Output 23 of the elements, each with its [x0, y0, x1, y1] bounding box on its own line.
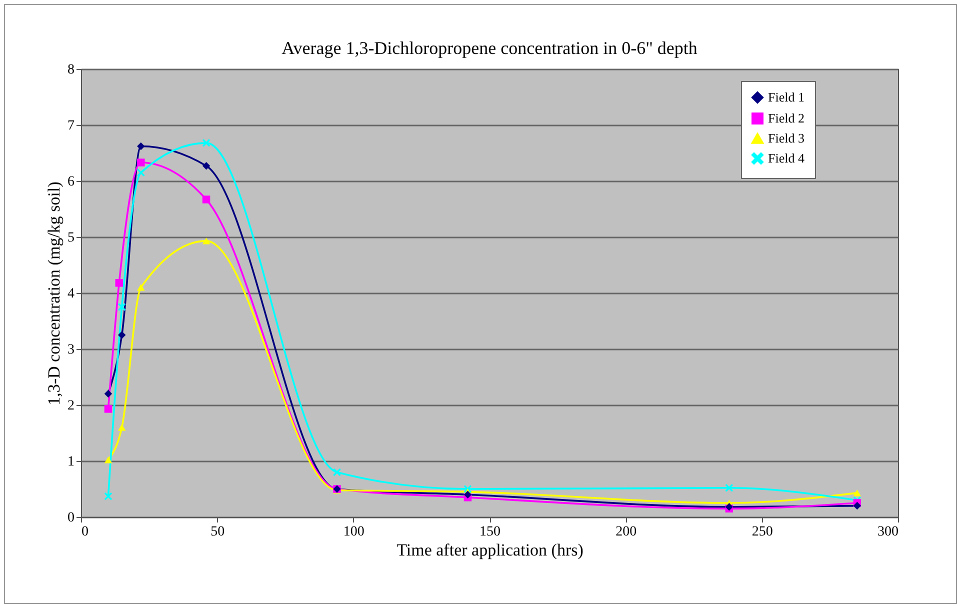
x-tick-label: 250	[752, 524, 773, 540]
y-tick-label: 7	[68, 118, 74, 134]
y-tick-label: 1	[68, 454, 74, 470]
legend-label: Field 4	[768, 150, 805, 166]
chart-title: Average 1,3-Dichloropropene concentration in 0-6" depth	[282, 38, 698, 58]
y-tick-label: 4	[68, 286, 74, 302]
x-tick-label: 50	[210, 524, 225, 540]
y-axis-title: 1,3-D concentration (mg/kg soil)	[44, 182, 64, 406]
x-axis-title: Time after application (hrs)	[396, 540, 584, 560]
y-tick-label: 8	[68, 62, 74, 78]
x-tick-label: 150	[480, 524, 500, 540]
x-tick-label: 200	[616, 524, 637, 540]
y-tick-label: 5	[68, 230, 74, 246]
x-tick-label: 100	[343, 524, 364, 540]
y-tick-label: 0	[68, 510, 74, 526]
legend-label: Field 2	[768, 110, 804, 126]
y-tick-label: 6	[68, 174, 74, 190]
legend-label: Field 3	[768, 130, 804, 146]
x-tick-label: 300	[878, 524, 898, 540]
x-tick-label: 0	[82, 524, 88, 540]
legend-label: Field 1	[768, 90, 804, 104]
y-tick-label: 2	[68, 398, 74, 414]
y-tick-label: 3	[68, 342, 74, 358]
